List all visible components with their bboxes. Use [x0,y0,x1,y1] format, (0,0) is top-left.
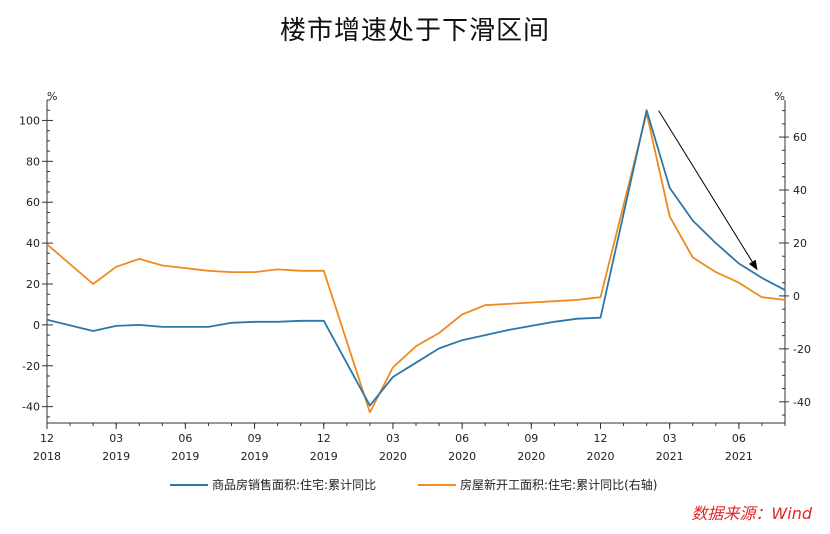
x-tick-label-year: 2021 [656,450,684,463]
x-tick-label-year: 2020 [448,450,476,463]
x-tick-label-month: 09 [248,432,262,445]
right-tick-label: 40 [793,184,807,197]
left-tick-label: 20 [26,278,40,291]
legend-label-series1: 商品房销售面积:住宅:累计同比 [212,478,377,492]
x-tick-label-year: 2020 [517,450,545,463]
x-tick-label-year: 2019 [171,450,199,463]
x-tick-label-year: 2019 [241,450,269,463]
x-tick-label-month: 03 [663,432,677,445]
left-tick-label: 60 [26,196,40,209]
source-note: 数据来源：Wind [691,504,812,523]
x-tick-label-month: 03 [109,432,123,445]
series-line-1 [46,109,786,407]
series-line-2 [46,112,786,414]
x-tick-label-month: 09 [524,432,538,445]
legend-swatch-series2 [418,483,456,486]
x-tick-label-year: 2020 [379,450,407,463]
right-tick-label: -20 [793,343,811,356]
right-tick-label: 0 [793,290,800,303]
legend-item-series1: 商品房销售面积:住宅:累计同比 [170,476,376,493]
right-tick-label: -40 [793,396,811,409]
legend-swatch-series1 [170,483,208,486]
x-tick-label-month: 12 [317,432,331,445]
right-axis-unit: % [775,90,785,103]
x-tick-label-month: 12 [594,432,608,445]
x-tick-label-year: 2021 [725,450,753,463]
x-tick-label-month: 03 [386,432,400,445]
right-tick-label: 60 [793,131,807,144]
left-axis-unit: % [47,90,57,103]
left-tick-label: 80 [26,155,40,168]
trend-arrow [658,110,758,271]
legend-item-series2: 房屋新开工面积:住宅:累计同比(右轴) [418,476,657,493]
left-tick-label: -40 [22,401,40,414]
x-tick-label-year: 2018 [33,450,61,463]
x-tick-label-month: 06 [732,432,746,445]
legend: 商品房销售面积:住宅:累计同比 房屋新开工面积:住宅:累计同比(右轴) [0,476,830,496]
chart-title: 楼市增速处于下滑区间 [279,16,550,46]
x-tick-label-year: 2020 [587,450,615,463]
right-tick-label: 20 [793,237,807,250]
x-tick-label-year: 2019 [310,450,338,463]
x-tick-label-year: 2019 [102,450,130,463]
left-tick-label: 40 [26,237,40,250]
x-tick-label-month: 12 [40,432,54,445]
x-tick-label-month: 06 [455,432,469,445]
left-tick-label: 0 [33,319,40,332]
legend-label-series2: 房屋新开工面积:住宅:累计同比(右轴) [460,478,658,492]
left-tick-label: -20 [22,360,40,373]
left-tick-label: 100 [19,114,40,127]
x-tick-label-month: 06 [178,432,192,445]
